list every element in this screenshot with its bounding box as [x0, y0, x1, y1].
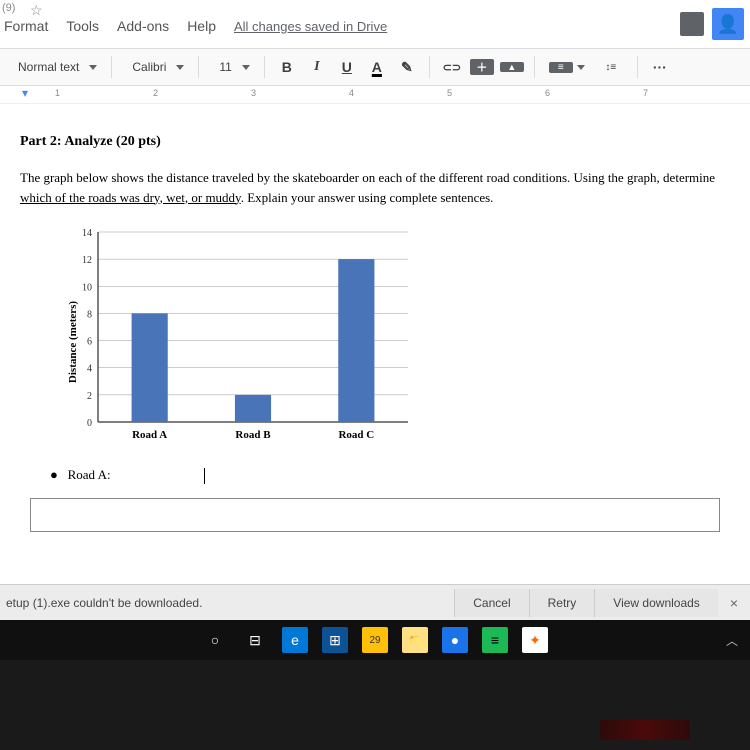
- menu-tools[interactable]: Tools: [66, 18, 99, 34]
- more-button[interactable]: ···: [648, 59, 672, 75]
- taskbar-app-icon[interactable]: ○: [202, 627, 228, 653]
- cancel-button[interactable]: Cancel: [454, 589, 528, 617]
- highlight-button[interactable]: ✎: [395, 59, 419, 76]
- ruler-tick: 1: [55, 88, 60, 98]
- formatting-toolbar: Normal text Calibri 11 B I U A ✎ ⊂⊃ ＋ ▲: [0, 48, 750, 86]
- underline-button[interactable]: U: [335, 59, 359, 75]
- top-right-controls: 👤: [680, 8, 744, 40]
- align-dropdown[interactable]: ≡: [545, 62, 589, 73]
- font-family-dropdown[interactable]: Calibri: [122, 60, 188, 74]
- close-icon[interactable]: ×: [718, 595, 750, 611]
- insert-link-button[interactable]: ⊂⊃: [440, 61, 464, 74]
- font-size-label: 11: [213, 60, 237, 74]
- text-cursor: [204, 468, 205, 484]
- view-downloads-button[interactable]: View downloads: [594, 589, 718, 617]
- ruler-tick: 2: [153, 88, 158, 98]
- taskbar-app-icon[interactable]: ≡: [482, 627, 508, 653]
- taskbar-app-icon[interactable]: 📁: [402, 627, 428, 653]
- svg-text:2: 2: [87, 391, 92, 402]
- menu-addons[interactable]: Add-ons: [117, 18, 169, 34]
- align-icon: ≡: [549, 62, 573, 73]
- taskbar-app-icon[interactable]: ⊞: [322, 627, 348, 653]
- download-message: etup (1).exe couldn't be downloaded.: [0, 596, 454, 610]
- laptop-screen: (9) ☆ Format Tools Add-ons Help All chan…: [0, 0, 750, 660]
- account-avatar[interactable]: 👤: [712, 8, 744, 40]
- ruler-tick: 3: [251, 88, 256, 98]
- ruler-tick: 4: [349, 88, 354, 98]
- bold-button[interactable]: B: [275, 59, 299, 75]
- comments-icon[interactable]: [680, 12, 704, 36]
- svg-text:4: 4: [87, 364, 92, 375]
- horizontal-ruler[interactable]: ▾ 1 2 3 4 5 6 7: [0, 86, 750, 104]
- bar-chart: Distance (meters) 02468101214Road ARoad …: [50, 227, 420, 457]
- chevron-down-icon: [176, 65, 184, 70]
- indent-marker-icon[interactable]: ▾: [22, 86, 28, 100]
- question-text: The graph below shows the distance trave…: [20, 168, 730, 207]
- svg-text:0: 0: [87, 418, 92, 429]
- svg-text:10: 10: [82, 282, 92, 293]
- retry-button[interactable]: Retry: [529, 589, 595, 617]
- svg-text:Road B: Road B: [235, 429, 271, 441]
- svg-text:14: 14: [82, 228, 92, 239]
- svg-text:6: 6: [87, 337, 92, 348]
- menu-help[interactable]: Help: [187, 18, 216, 34]
- font-size-dropdown[interactable]: 11: [209, 60, 253, 74]
- menu-format[interactable]: Format: [4, 18, 48, 34]
- ruler-tick: 6: [545, 88, 550, 98]
- insert-image-button[interactable]: ▲: [500, 62, 524, 72]
- svg-text:Road A: Road A: [132, 429, 167, 441]
- chevron-down-icon: [89, 65, 97, 70]
- ruler-tick: 7: [643, 88, 648, 98]
- italic-button[interactable]: I: [305, 59, 329, 75]
- star-icon[interactable]: ☆: [30, 2, 43, 19]
- line-spacing-dropdown[interactable]: ↕≡: [595, 62, 627, 73]
- windows-taskbar: ○ ⊟ e ⊞ 29 📁 ● ≡ ✦ ︿: [0, 620, 750, 660]
- menu-bar: Format Tools Add-ons Help All changes sa…: [0, 18, 387, 34]
- taskbar-app-icon[interactable]: e: [282, 627, 308, 653]
- answer-bullet: ● Road A:: [50, 467, 730, 484]
- taskbar-app-icon[interactable]: ●: [442, 627, 468, 653]
- chevron-down-icon: [577, 65, 585, 70]
- chart-svg: 0 2 4 6 8 10 12 14 Road A Road B Road C: [68, 227, 418, 457]
- tab-indicator: (9): [2, 2, 15, 14]
- chevron-down-icon: [242, 65, 250, 70]
- add-comment-button[interactable]: ＋: [470, 59, 494, 75]
- save-status: All changes saved in Drive: [234, 19, 387, 34]
- tray-expand-icon[interactable]: ︿: [726, 632, 738, 649]
- paragraph-style-dropdown[interactable]: Normal text: [8, 60, 101, 74]
- svg-text:Road C: Road C: [338, 429, 374, 441]
- taskbar-app-icon[interactable]: 29: [362, 627, 388, 653]
- font-family-label: Calibri: [126, 60, 172, 74]
- section-title: Part 2: Analyze (20 pts): [20, 134, 730, 150]
- svg-text:12: 12: [82, 255, 92, 266]
- ruler-tick: 5: [447, 88, 452, 98]
- answer-input-box[interactable]: [30, 498, 720, 532]
- taskbar-app-icon[interactable]: ⊟: [242, 627, 268, 653]
- line-spacing-icon: ↕≡: [599, 62, 623, 73]
- paragraph-style-label: Normal text: [12, 60, 85, 74]
- svg-text:8: 8: [87, 309, 92, 320]
- download-notification-bar: etup (1).exe couldn't be downloaded. Can…: [0, 584, 750, 620]
- taskbar-app-icon[interactable]: ✦: [522, 627, 548, 653]
- google-docs-window: (9) ☆ Format Tools Add-ons Help All chan…: [0, 0, 750, 620]
- text-color-button[interactable]: A: [365, 59, 389, 75]
- document-page[interactable]: Part 2: Analyze (20 pts) The graph below…: [0, 104, 750, 584]
- keyboard-glow: [600, 720, 690, 740]
